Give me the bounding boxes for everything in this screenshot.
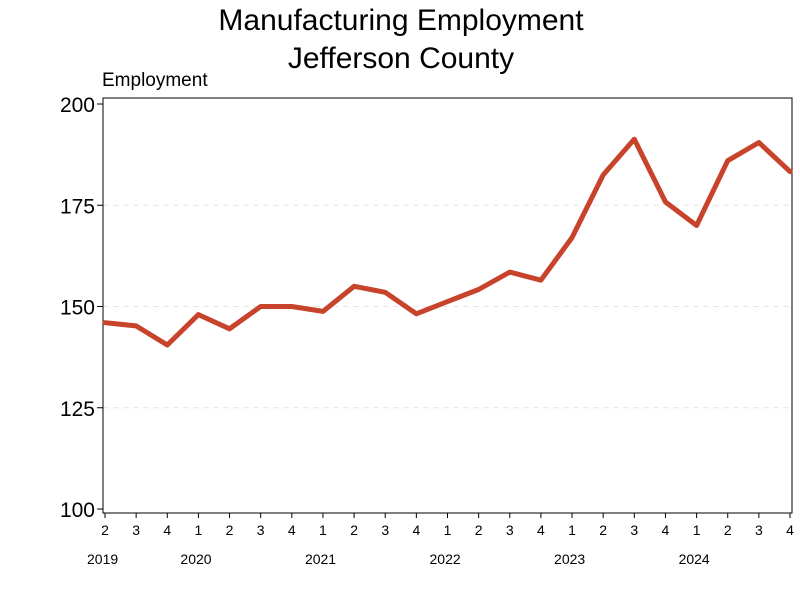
x-quarter-label-3: 1 xyxy=(195,522,203,538)
x-year-label-2024: 2024 xyxy=(679,551,710,567)
x-quarter-label-17: 3 xyxy=(630,522,638,538)
x-quarter-label-9: 3 xyxy=(381,522,389,538)
x-quarter-label-14: 4 xyxy=(537,522,545,538)
x-quarter-label-0: 2 xyxy=(101,522,109,538)
x-quarter-label-7: 1 xyxy=(319,522,327,538)
x-year-label-2022: 2022 xyxy=(430,551,461,567)
x-year-label-2019: 2019 xyxy=(87,551,118,567)
y-tick-label-150: 150 xyxy=(60,297,95,320)
plot-frame xyxy=(102,97,793,514)
y-tick-label-200: 200 xyxy=(60,94,95,117)
x-quarter-label-1: 3 xyxy=(132,522,140,538)
series-line-employment xyxy=(102,136,793,348)
x-axis-ticks: 2 3 4 1 2 3 4 1 2 3 4 1 2 3 4 1 2 3 4 1 2 3 4 2019 2020 2021 2022 2… xyxy=(87,513,794,567)
x-quarter-label-6: 4 xyxy=(288,522,296,538)
x-quarter-label-19: 1 xyxy=(693,522,701,538)
x-quarter-label-13: 3 xyxy=(506,522,514,538)
x-quarter-label-10: 4 xyxy=(412,522,420,538)
x-year-label-2023: 2023 xyxy=(554,551,585,567)
y-axis-label: Employment xyxy=(102,70,208,91)
x-quarter-label-18: 4 xyxy=(662,522,670,538)
x-quarter-label-8: 2 xyxy=(350,522,358,538)
gridlines xyxy=(103,204,792,409)
x-quarter-label-4: 2 xyxy=(226,522,234,538)
x-quarter-label-20: 2 xyxy=(724,522,732,538)
y-tick-label-125: 125 xyxy=(60,398,95,421)
x-quarter-label-15: 1 xyxy=(568,522,576,538)
chart-title-line-2: Jefferson County xyxy=(288,42,514,75)
x-year-label-2020: 2020 xyxy=(180,551,211,567)
y-tick-label-100: 100 xyxy=(60,499,95,522)
chart-title-line-1: Manufacturing Employment xyxy=(218,4,584,37)
x-quarter-label-12: 2 xyxy=(475,522,483,538)
x-quarter-label-5: 3 xyxy=(257,522,265,538)
x-quarter-label-22: 4 xyxy=(786,522,794,538)
x-quarter-label-21: 3 xyxy=(755,522,763,538)
y-tick-label-175: 175 xyxy=(60,195,95,218)
x-year-label-2021: 2021 xyxy=(305,551,336,567)
x-quarter-label-11: 1 xyxy=(444,522,452,538)
x-quarter-label-16: 2 xyxy=(599,522,607,538)
x-quarter-label-2: 4 xyxy=(163,522,171,538)
y-axis-ticks: 100 125 150 175 200 xyxy=(60,94,103,522)
